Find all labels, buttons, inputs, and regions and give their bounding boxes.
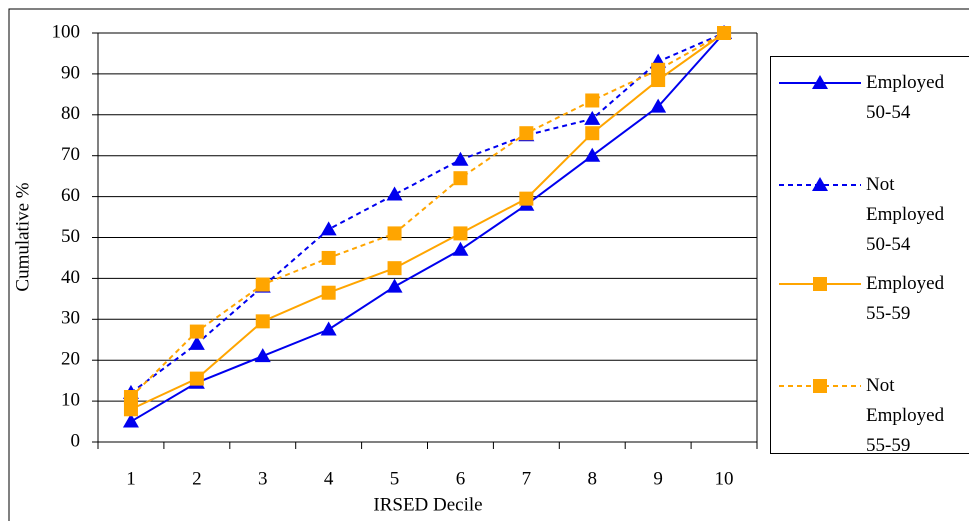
marker [651,62,666,77]
legend-swatch [779,379,861,393]
marker [452,151,469,166]
series-line [130,32,725,411]
y-axis-label: Cumulative % [12,182,33,291]
legend-label: Employed 50-54 [866,72,945,123]
marker [188,335,205,350]
marker [123,390,138,405]
y-tick-label: 30 [61,308,80,329]
y-tick-label: 0 [71,430,81,451]
marker [387,261,402,276]
x-tick-label: 6 [456,468,466,489]
y-tick-label: 50 [61,226,80,247]
marker [812,75,828,89]
marker [584,147,601,162]
marker [255,314,270,329]
legend-label: Not Employed 50-54 [866,174,945,255]
marker [585,93,600,108]
marker [585,126,600,141]
y-tick-label: 10 [61,389,80,410]
x-tick-label: 2 [192,468,202,489]
x-tick-label: 8 [588,468,598,489]
marker [189,371,204,386]
marker [813,379,827,393]
series-line [130,32,725,394]
marker [122,413,139,428]
series-line [130,32,725,423]
y-tick-label: 60 [61,185,80,206]
x-tick-label: 4 [324,468,334,489]
x-tick-label: 1 [126,468,136,489]
marker [321,285,336,300]
y-tick-label: 40 [61,267,80,288]
marker [387,226,402,241]
legend: Employed 50-54 Not Employed 50-54 Employed… [770,56,969,454]
marker [519,191,534,206]
marker [254,348,271,363]
x-tick-label: 7 [522,468,532,489]
y-tick-label: 70 [61,144,80,165]
marker [320,221,337,236]
legend-label: Employed 55-59 [866,273,945,324]
x-axis-label: IRSED Decile [373,494,482,515]
x-tick-label: 3 [258,468,268,489]
series-line [130,32,725,398]
marker [812,177,828,191]
marker [717,26,732,40]
marker [650,98,667,113]
marker [321,250,336,265]
marker [453,171,468,186]
x-tick-label: 10 [715,468,734,489]
marker [255,277,270,292]
marker [452,241,469,256]
marker [123,402,138,417]
y-tick-label: 80 [61,103,80,124]
marker [386,186,403,201]
marker [453,226,468,241]
marker [519,126,534,141]
marker [189,324,204,339]
legend-swatch [779,75,861,89]
x-tick-label: 5 [390,468,400,489]
marker [584,110,601,125]
y-tick-label: 20 [61,349,80,370]
chart-border [8,8,969,521]
marker [386,278,403,293]
legend-swatch [779,177,861,191]
legend-label: Not Employed 55-59 [866,375,945,454]
y-tick-label: 100 [52,21,81,42]
legend-swatch [779,277,861,291]
marker [813,277,827,291]
x-tick-label: 9 [653,468,663,489]
y-tick-label: 90 [61,62,80,83]
marker [320,321,337,336]
